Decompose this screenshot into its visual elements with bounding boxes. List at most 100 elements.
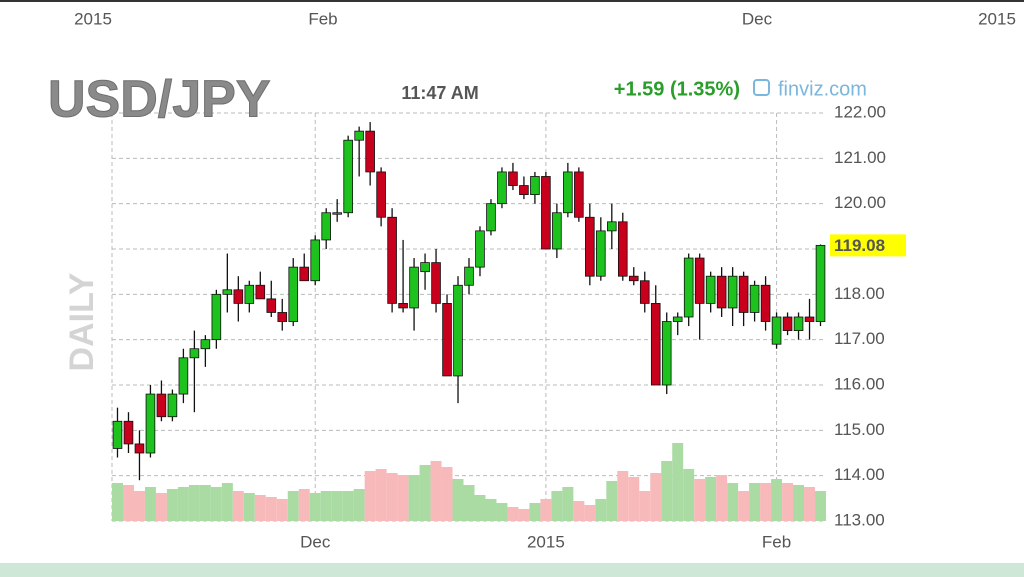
candle-body [145,393,156,454]
volume-bar [430,461,442,521]
volume-bar [397,475,409,521]
volume-bar [540,499,552,521]
volume-bar [133,491,145,521]
candle-body [442,302,452,377]
candle-body [420,262,430,273]
candle-body [596,230,606,277]
volume-bar [584,505,596,521]
candle-body [639,280,650,304]
volume-bar [507,507,519,521]
volume-bar [694,479,706,521]
volume-bar [221,483,233,521]
volume-bar [408,475,420,521]
top-strip-label: 2015 [978,9,1016,28]
candle-body [683,257,694,318]
volume-bar [529,503,541,521]
candle-body [738,275,749,313]
candle-body [727,275,738,309]
source: finviz.com [778,78,867,100]
candle-body [409,266,419,309]
volume-bar [199,485,211,521]
candle-body [519,185,529,196]
x-tick-label: Dec [300,532,331,551]
volume-bar [232,491,244,521]
volume-bar [254,495,266,521]
candle-body [475,230,485,268]
x-tick-label: 2015 [527,532,565,551]
candle-body [617,221,628,277]
candle-body [705,275,716,304]
volume-bar [276,499,288,521]
candle-body [771,316,782,345]
volume-bar [650,473,662,521]
volume-bar [760,483,772,521]
volume-bar [419,465,431,521]
candle-body [793,316,804,331]
volume-bar [617,471,629,521]
y-tick-label: 113.00 [834,510,885,529]
candle-body [552,212,562,250]
x-tick-label: Feb [762,532,791,551]
volume-bar [628,477,640,521]
y-tick-label: 118.00 [834,284,885,303]
candle-body [222,289,233,295]
candle-body [804,316,815,322]
chart-title: USD/JPY [48,71,271,129]
volume-bar [815,491,826,521]
volume-bar [606,481,618,521]
time: 11:47 AM [401,83,478,103]
plot: 113.00 114.00 115.00 116.00 117.00 118.00 119.… [111,102,906,551]
candle-body [112,420,123,449]
y-tick-label: 115.00 [834,420,885,439]
volume-bar [639,491,651,521]
top-strip-label: Dec [742,9,773,28]
source-icon [753,79,770,96]
y-tick-label: 121.00 [834,148,886,167]
candle-body [266,298,277,313]
volume-bar [474,495,486,521]
volume-bar [683,469,695,521]
candle-body [497,171,507,205]
volume-bar [793,485,805,521]
candle-body [749,284,760,313]
candle-body [178,357,189,395]
candle-body [200,339,211,350]
volume-bar [287,491,299,521]
top-strip-label: Feb [308,9,337,28]
candle-body [563,171,573,214]
candle-body [343,139,353,214]
volume-bar [452,479,464,521]
volume-bar [309,493,321,521]
volume-bar [716,475,728,521]
volume-bar [804,487,816,521]
volume-bar [155,493,167,521]
volume-bar [210,487,222,521]
candle-body [299,266,310,282]
candle-body [288,266,299,322]
volume-bar [112,483,123,521]
volume-bar [265,497,277,521]
candle-body [508,171,518,186]
volume-bar [661,461,673,521]
candle-body [661,321,672,386]
candle-body [156,393,167,418]
change: +1.59 (1.35%) [614,78,740,100]
candle-body [365,130,375,173]
candle-body [530,176,540,195]
volume-bar [705,477,717,521]
period-label: DAILY [63,272,101,371]
bottom-band [0,563,1024,577]
candle-body [815,244,826,322]
last-price-box [830,234,906,257]
candle-body [672,316,683,322]
candle-body [255,284,266,300]
candle-body [277,312,288,322]
volume-bar [342,491,354,521]
volume-bar [243,493,255,521]
volume-bar [298,489,310,521]
volume-bar [672,443,684,521]
candle-body [211,293,222,341]
volume-bar [331,491,343,521]
candle-body [134,443,145,454]
